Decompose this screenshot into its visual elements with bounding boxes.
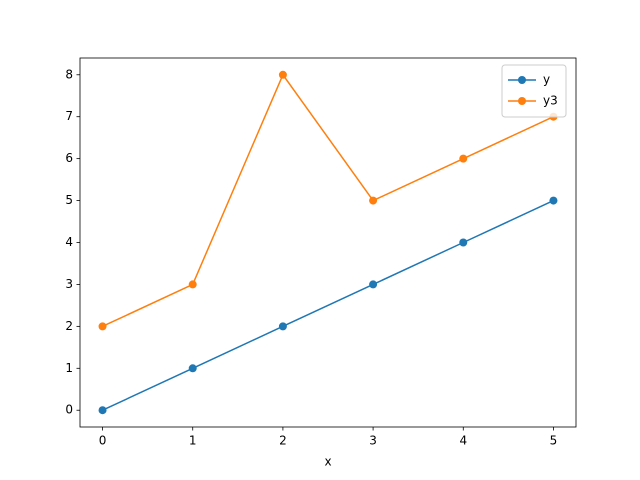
y-tick-label: 6 (65, 151, 73, 165)
x-tick-label: 2 (279, 434, 287, 448)
y-tick-label: 7 (65, 109, 73, 123)
data-point (98, 406, 107, 415)
data-point (188, 364, 197, 373)
data-point (459, 154, 468, 163)
series-line (102, 73, 554, 328)
data-point (369, 196, 378, 205)
data-point (98, 322, 107, 331)
x-tick-label: 1 (189, 434, 197, 448)
y-tick-label: 1 (65, 361, 73, 375)
data-point (188, 280, 197, 289)
x-tick-label: 4 (459, 434, 467, 448)
series-line (102, 199, 554, 411)
data-point (278, 70, 287, 79)
data-point (549, 196, 558, 205)
y-tick-label: 4 (65, 235, 73, 249)
legend-label: y3 (543, 94, 558, 108)
plot-frame (79, 57, 577, 428)
y-tick-label: 2 (65, 319, 73, 333)
legend-label: y (543, 73, 550, 87)
legend-marker (518, 76, 526, 84)
x-tick-label: 3 (369, 434, 377, 448)
data-point (278, 322, 287, 331)
x-tick-label: 0 (99, 434, 107, 448)
legend-box (501, 64, 567, 118)
y-tick-label: 0 (65, 403, 73, 417)
y-tick-label: 5 (65, 193, 73, 207)
data-point (369, 280, 378, 289)
x-axis-label: x (324, 455, 331, 469)
data-point (459, 238, 468, 247)
y-tick-label: 3 (65, 277, 73, 291)
x-tick-label: 5 (550, 434, 558, 448)
legend-marker (518, 97, 526, 105)
y-tick-label: 8 (65, 67, 73, 81)
